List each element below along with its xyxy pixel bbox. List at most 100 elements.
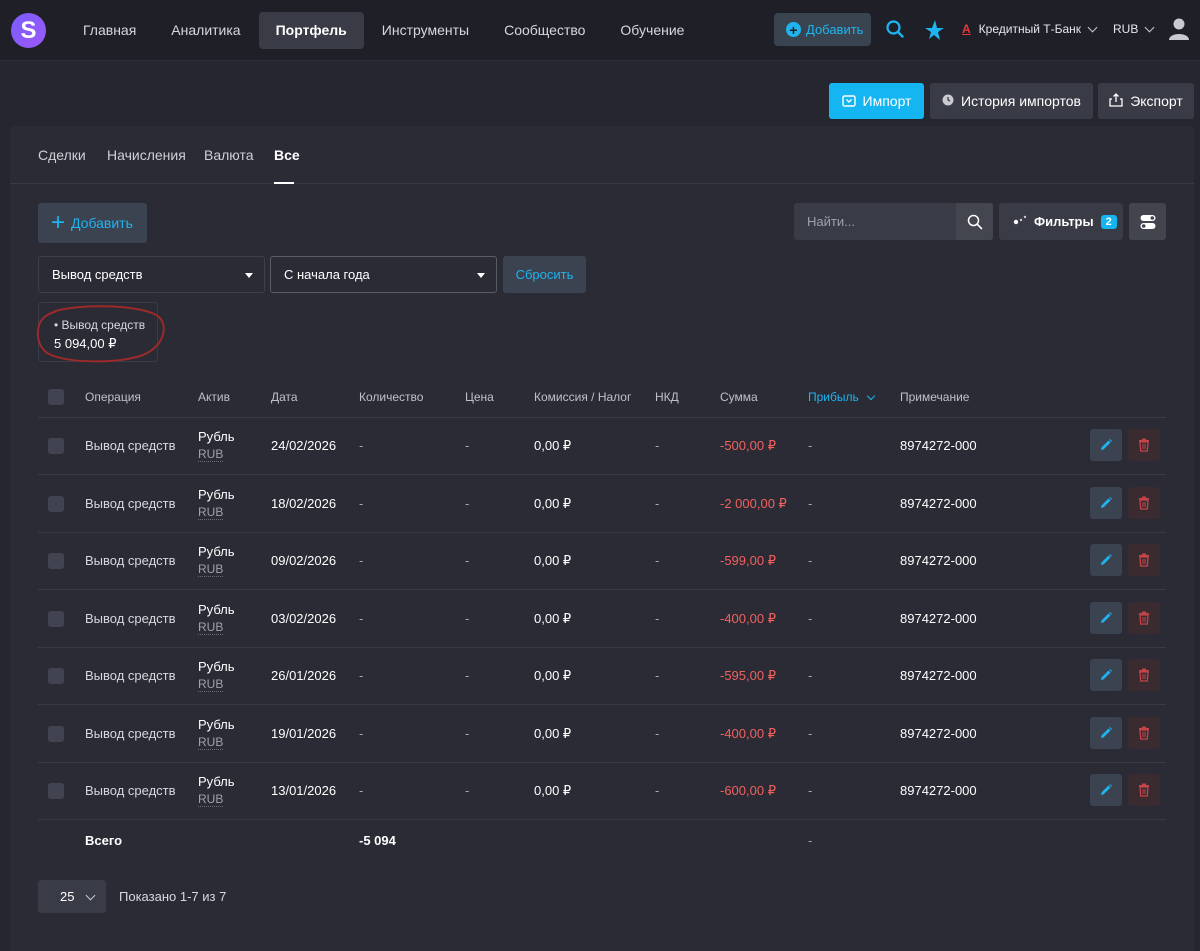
table-row[interactable]: Вывод средств 09/02/2026 - - 0,00 ₽ - -599,00 … xyxy=(38,533,1166,590)
nav-add-label: Добавить xyxy=(806,22,864,37)
operation-type-select[interactable]: Вывод средств xyxy=(38,256,265,293)
column-header-nkd[interactable]: НКД xyxy=(655,390,679,404)
column-header-price[interactable]: Цена xyxy=(465,390,494,404)
date-cell: 24/02/2026 xyxy=(271,438,337,453)
reset-filters-button[interactable]: Сбросить xyxy=(503,256,586,293)
add-operation-button[interactable]: + Добавить xyxy=(38,203,147,243)
price-cell: - xyxy=(465,438,470,453)
operation-cell: Вывод средств xyxy=(85,783,176,798)
column-header-operation[interactable]: Операция xyxy=(85,390,141,404)
asset-cell: Рубль RUB xyxy=(198,487,235,520)
edit-button[interactable] xyxy=(1090,486,1122,519)
period-select[interactable]: С начала года xyxy=(270,256,497,293)
asset-code-link[interactable]: RUB xyxy=(198,619,224,635)
column-header-fee[interactable]: Комиссия / Налог xyxy=(534,390,632,404)
trash-icon xyxy=(1139,611,1149,625)
column-header-profit[interactable]: Прибыль xyxy=(808,390,876,404)
delete-button[interactable] xyxy=(1128,659,1160,691)
column-header-date[interactable]: Дата xyxy=(271,390,298,404)
nav-link-tools[interactable]: Инструменты xyxy=(381,22,470,38)
nav-link-community[interactable]: Сообщество xyxy=(504,22,586,38)
asset-cell: Рубль RUB xyxy=(198,774,235,807)
nav-add-button[interactable]: + Добавить xyxy=(774,13,871,46)
import-button[interactable]: Импорт xyxy=(829,83,924,119)
table-row[interactable]: Вывод средств 13/01/2026 - - 0,00 ₽ - -600,00 … xyxy=(38,763,1166,820)
star-icon[interactable] xyxy=(923,19,945,41)
table-row[interactable]: Вывод средств 03/02/2026 - - 0,00 ₽ - -400,00 … xyxy=(38,591,1166,648)
search-icon[interactable] xyxy=(886,20,904,38)
view-toggle-button[interactable] xyxy=(1129,203,1166,240)
total-label: Всего xyxy=(85,833,123,848)
edit-button[interactable] xyxy=(1090,716,1122,749)
quantity-cell: - xyxy=(359,438,364,453)
edit-button[interactable] xyxy=(1090,659,1122,691)
top-navbar: S Главная Аналитика Портфель Инструменты… xyxy=(0,0,1200,61)
column-header-quantity[interactable]: Количество xyxy=(359,390,424,404)
edit-button[interactable] xyxy=(1090,429,1122,461)
date-cell: 13/01/2026 xyxy=(271,783,337,798)
asset-name: Рубль xyxy=(198,601,235,617)
table-row[interactable]: Вывод средств 18/02/2026 - - 0,00 ₽ - -2 000,0… xyxy=(38,476,1166,533)
nkd-cell: - xyxy=(655,610,660,626)
select-all-checkbox[interactable] xyxy=(48,389,64,405)
column-header-asset[interactable]: Актив xyxy=(198,390,230,404)
row-checkbox[interactable] xyxy=(48,668,64,684)
nav-link-portfolio[interactable]: Портфель xyxy=(258,12,364,49)
delete-button[interactable] xyxy=(1128,716,1160,749)
nav-link-analytics[interactable]: Аналитика xyxy=(171,22,241,38)
column-header-note[interactable]: Примечание xyxy=(900,390,970,404)
delete-button[interactable] xyxy=(1128,429,1160,461)
total-quantity: -5 094 xyxy=(359,833,396,848)
delete-button[interactable] xyxy=(1128,486,1160,519)
delete-button[interactable] xyxy=(1128,774,1160,806)
row-checkbox[interactable] xyxy=(48,783,64,799)
nav-link-home[interactable]: Главная xyxy=(83,22,137,38)
summary-value: 5 094,00 ₽ xyxy=(54,336,117,351)
user-icon[interactable] xyxy=(1168,17,1190,41)
row-checkbox[interactable] xyxy=(48,725,64,742)
nav-link-learning[interactable]: Обучение xyxy=(620,22,685,38)
table-row[interactable]: Вывод средств 24/02/2026 - - 0,00 ₽ - -500,00 … xyxy=(38,418,1166,475)
asset-code-link[interactable]: RUB xyxy=(198,677,224,692)
tab-currency[interactable]: Валюта xyxy=(204,147,254,163)
export-button[interactable]: Экспорт xyxy=(1098,83,1194,119)
tab-deals[interactable]: Сделки xyxy=(38,147,86,163)
broker-name: Кредитный Т-Банк xyxy=(978,22,1081,36)
row-checkbox[interactable] xyxy=(48,610,64,627)
profit-cell: - xyxy=(808,783,813,798)
delete-button[interactable] xyxy=(1128,601,1160,634)
row-checkbox[interactable] xyxy=(48,553,64,569)
column-header-sum[interactable]: Сумма xyxy=(720,390,758,404)
import-history-button[interactable]: История импортов xyxy=(930,83,1093,119)
asset-code-link[interactable]: RUB xyxy=(198,504,224,520)
broker-logo-icon: A xyxy=(962,22,971,36)
profit-cell: - xyxy=(808,725,813,741)
quantity-cell: - xyxy=(359,610,364,626)
nkd-cell: - xyxy=(655,725,660,741)
edit-button[interactable] xyxy=(1090,544,1122,576)
row-checkbox[interactable] xyxy=(48,438,64,454)
broker-selector[interactable]: A Кредитный Т-Банк xyxy=(962,22,1098,36)
caret-down-icon xyxy=(477,273,485,278)
asset-code-link[interactable]: RUB xyxy=(198,792,224,807)
price-cell: - xyxy=(465,610,470,626)
delete-button[interactable] xyxy=(1128,544,1160,576)
table-row[interactable]: Вывод средств 19/01/2026 - - 0,00 ₽ - -400,00 … xyxy=(38,706,1166,763)
asset-code-link[interactable]: RUB xyxy=(198,562,224,577)
search-input[interactable] xyxy=(794,203,956,240)
asset-code-link[interactable]: RUB xyxy=(198,734,224,750)
row-checkbox[interactable] xyxy=(48,495,64,512)
table-row[interactable]: Вывод средств 26/01/2026 - - 0,00 ₽ - -595,00 … xyxy=(38,648,1166,705)
currency-selector[interactable]: RUB xyxy=(1113,22,1155,36)
edit-button[interactable] xyxy=(1090,774,1122,806)
price-cell: - xyxy=(465,783,470,798)
quantity-cell: - xyxy=(359,668,364,683)
asset-code-link[interactable]: RUB xyxy=(198,447,224,462)
per-page-select[interactable]: 25 xyxy=(38,880,106,913)
filters-button[interactable]: Фильтры 2 xyxy=(999,203,1123,240)
search-button[interactable] xyxy=(956,203,993,240)
tab-accruals[interactable]: Начисления xyxy=(107,147,186,163)
app-logo[interactable]: S xyxy=(11,13,46,48)
edit-button[interactable] xyxy=(1090,601,1122,634)
tab-all[interactable]: Все xyxy=(274,147,300,163)
